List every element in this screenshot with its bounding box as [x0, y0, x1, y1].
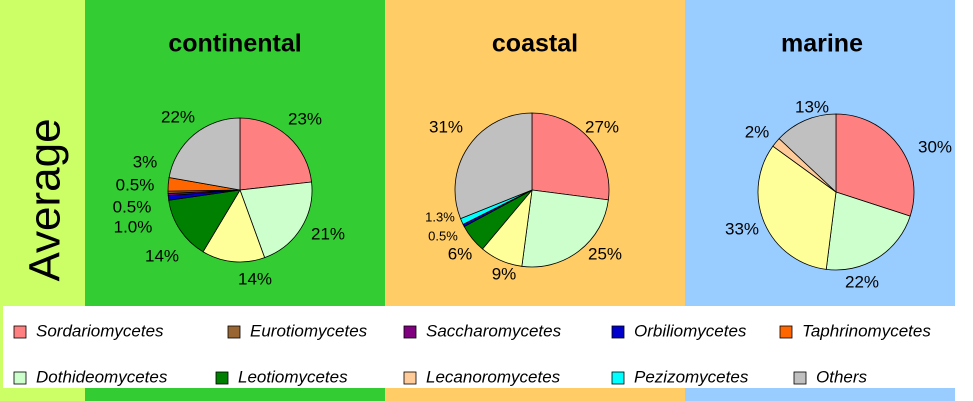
- data-label: 1.0%: [114, 217, 153, 236]
- legend-label: Saccharomycetes: [426, 321, 562, 340]
- legend-box: [3, 306, 970, 388]
- data-label: 2%: [745, 122, 770, 141]
- data-label: 27%: [585, 117, 619, 136]
- legend-label: Lecanoromycetes: [426, 367, 561, 386]
- data-label: 0.5%: [116, 175, 155, 194]
- pie-slice: [521, 189, 609, 268]
- data-label: 1.3%: [425, 209, 455, 224]
- data-label: 30%: [918, 137, 952, 156]
- legend-swatch: [403, 371, 417, 385]
- pie-slice: [168, 189, 241, 253]
- legend-swatch: [793, 371, 807, 385]
- legend-label: Leotiomycetes: [238, 367, 348, 386]
- pie-slice: [454, 112, 533, 220]
- legend-swatch: [13, 371, 27, 385]
- legend-label: Orbiliomycetes: [634, 321, 747, 340]
- data-label: 23%: [288, 109, 322, 128]
- data-label: 22%: [845, 272, 879, 291]
- legend-label: Pezizomycetes: [634, 367, 749, 386]
- data-label: 22%: [161, 107, 195, 126]
- data-label: 31%: [429, 117, 463, 136]
- pie-slice: [168, 117, 241, 191]
- legend-label: Sordariomycetes: [36, 321, 164, 340]
- row-label: Average: [21, 118, 70, 281]
- chart-title: continental: [168, 30, 301, 58]
- legend-label: Others: [816, 367, 868, 386]
- legend-swatch: [403, 325, 417, 339]
- data-label: 3%: [133, 152, 158, 171]
- pie-slice: [239, 117, 312, 191]
- legend-label: Eurotiomycetes: [250, 321, 368, 340]
- data-label: 13%: [795, 97, 829, 116]
- legend-swatch: [611, 325, 625, 339]
- legend-swatch: [13, 325, 27, 339]
- legend-swatch: [779, 325, 793, 339]
- data-label: 14%: [238, 269, 272, 288]
- pie-slice: [202, 189, 266, 263]
- pie-slice: [778, 113, 837, 193]
- chart-title: coastal: [492, 30, 578, 58]
- pie-slice: [825, 191, 911, 271]
- data-label: 0.5%: [113, 197, 152, 216]
- data-label: 21%: [311, 224, 345, 243]
- pie-slice: [531, 112, 610, 201]
- legend-label: Dothideomycetes: [36, 367, 168, 386]
- pie-slice: [757, 145, 837, 270]
- data-label: 9%: [492, 264, 517, 283]
- data-label: 14%: [145, 246, 179, 265]
- legend-label: Taphrinomycetes: [802, 321, 931, 340]
- data-label: 0.5%: [428, 228, 458, 243]
- chart-title: marine: [781, 30, 863, 58]
- legend-swatch: [215, 371, 229, 385]
- pie-slice: [835, 113, 915, 217]
- legend-swatch: [227, 325, 241, 339]
- data-label: 25%: [588, 244, 622, 263]
- data-label: 6%: [448, 244, 473, 263]
- data-label: 33%: [725, 219, 759, 238]
- legend-swatch: [611, 371, 625, 385]
